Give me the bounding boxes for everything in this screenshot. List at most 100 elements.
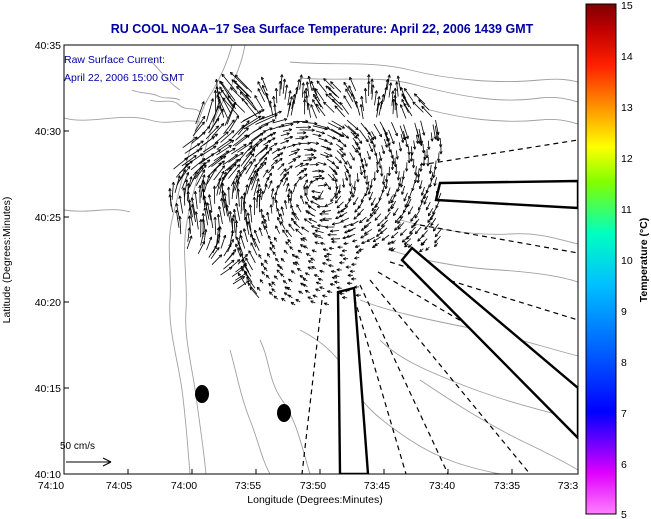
current-vector [324,201,334,207]
current-vector [332,161,335,165]
current-vector [292,183,297,193]
current-vector [322,217,326,220]
current-vector [366,181,369,185]
current-vector [289,190,292,194]
current-vector [307,141,311,144]
current-vector [210,247,220,260]
current-vector [272,118,288,124]
current-vector [263,219,266,223]
current-vector [282,229,289,238]
current-vector [286,182,289,186]
current-vector [291,254,294,258]
current-vector [230,87,232,91]
current-vector [353,202,357,206]
current-vector [243,264,252,277]
current-vector [279,157,283,160]
current-vector [359,165,363,175]
current-vector [307,260,311,264]
current-vector [221,198,226,216]
current-vector [406,168,409,172]
current-vector [432,206,438,215]
current-vector [324,138,328,142]
current-vector [229,230,234,244]
current-vector [295,228,303,236]
current-vector [342,178,345,188]
current-vector [367,135,373,144]
current-vector [418,128,423,144]
current-vector [426,184,430,194]
current-vector [237,272,247,286]
current-vector [379,100,383,104]
current-vector [179,216,182,235]
current-vector [331,241,335,244]
current-vector [381,145,385,155]
current-vector [403,124,409,139]
current-vector [232,134,248,147]
current-vector [305,210,308,214]
current-vector [227,95,230,99]
current-vector [346,119,359,131]
current-vector [304,154,314,156]
x-tick-label: 73:50 [300,480,326,492]
current-vector [355,294,359,297]
current-vector [377,224,381,227]
current-vector [231,130,235,132]
current-vector [293,220,300,229]
current-vector [300,238,303,242]
current-vector [420,243,424,246]
current-vector [390,149,393,159]
current-label-line1: Raw Surface Current: [64,54,165,66]
current-vector [357,179,360,183]
current-vector [311,196,315,200]
current-vector [245,94,261,115]
current-vector [315,143,319,145]
current-vector [305,253,309,257]
current-vector [286,132,290,136]
current-vector [345,88,354,103]
current-vector [400,228,407,236]
current-vector [397,222,405,230]
current-vector [370,78,373,82]
current-vector [284,200,287,210]
current-vector [360,95,362,100]
current-vector [358,141,362,144]
current-vector [319,219,323,222]
current-vector [259,279,262,283]
current-vector [380,157,383,161]
current-vector [292,262,295,266]
current-vector [306,95,309,111]
current-vector [216,138,232,150]
current-vector [250,167,260,185]
current-vector [327,290,330,294]
current-vector [280,74,283,90]
current-vector [290,100,295,116]
current-vector [360,159,364,169]
current-vector [278,80,281,84]
current-vector [256,287,259,291]
current-vector [376,102,380,106]
current-vector [257,194,260,198]
current-vector [263,137,267,139]
current-vector [314,95,324,109]
current-vector [230,238,234,242]
current-vector [260,190,264,194]
current-vector [282,78,286,94]
current-vector [357,133,360,137]
y-tick-label: 40:35 [35,40,61,52]
current-vector [314,124,330,129]
current-vector [346,161,348,165]
current-vector [197,241,205,254]
current-vector [256,190,259,209]
current-vector [394,102,397,106]
current-vector [276,185,279,188]
current-vector [342,258,347,261]
axis-tick-marks [63,44,513,475]
current-vector [424,222,431,230]
current-vector [295,137,305,140]
current-vector [395,221,399,224]
y-tick-label: 40:30 [35,126,61,138]
current-vector [303,218,312,225]
current-vector [327,234,331,237]
colorbar-tick-label: 15 [621,0,633,12]
